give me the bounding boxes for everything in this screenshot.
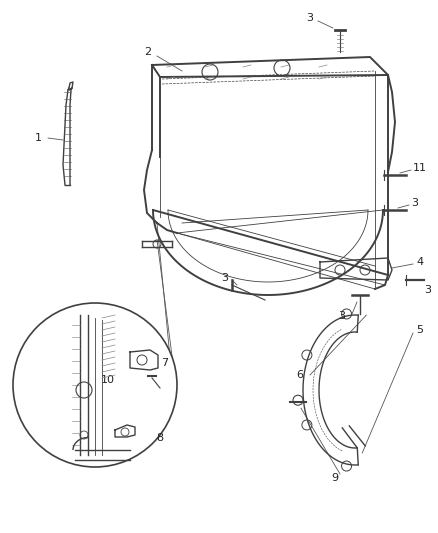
Text: 10: 10 — [101, 375, 115, 385]
Text: 3: 3 — [410, 198, 417, 208]
Text: 3: 3 — [221, 273, 228, 283]
Circle shape — [13, 303, 177, 467]
Text: 11: 11 — [412, 163, 426, 173]
Text: 2: 2 — [144, 47, 151, 57]
Text: 3: 3 — [424, 285, 431, 295]
Text: 7: 7 — [161, 358, 168, 368]
Text: 6: 6 — [296, 370, 303, 380]
Text: 3: 3 — [338, 311, 345, 321]
Text: 9: 9 — [331, 473, 338, 483]
Text: 3: 3 — [306, 13, 313, 23]
Text: 8: 8 — [156, 433, 163, 443]
Text: 1: 1 — [35, 133, 42, 143]
Text: 4: 4 — [416, 257, 423, 267]
Text: 5: 5 — [416, 325, 423, 335]
